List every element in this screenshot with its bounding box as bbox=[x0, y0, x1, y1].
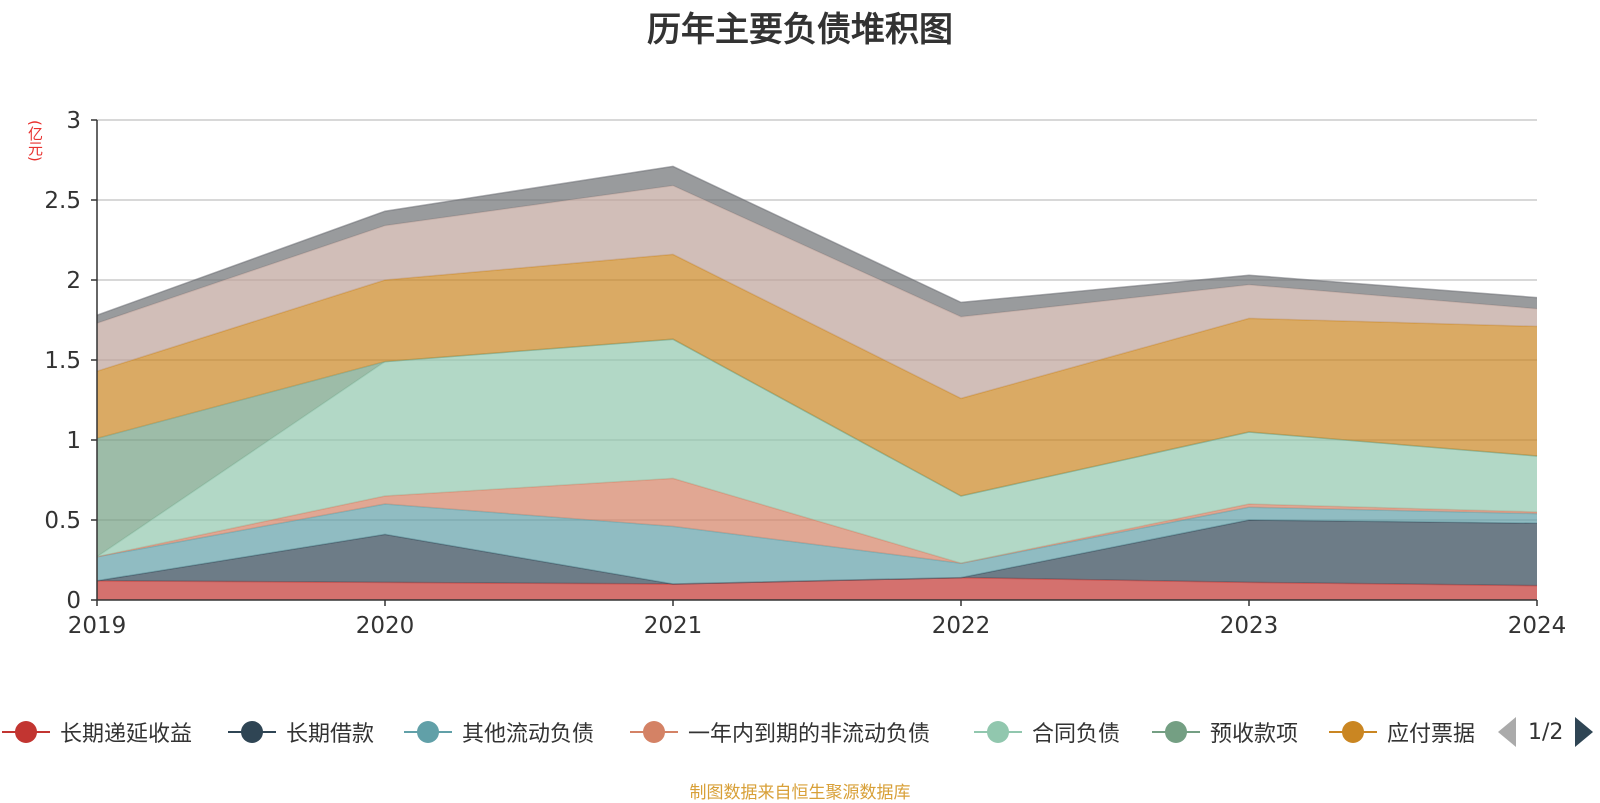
x-tick-label: 2022 bbox=[932, 613, 991, 639]
series-line-8 bbox=[96, 165, 1538, 316]
legend-marker-icon bbox=[1327, 712, 1379, 752]
y-axis-unit-label: (亿元) bbox=[26, 120, 44, 162]
plot-area: 0 0.5 1 1.5 2 2.5 3 2019 2020 2021 2022 2023 2024 bbox=[44, 108, 1566, 639]
x-tick-label: 2023 bbox=[1220, 613, 1279, 639]
y-tick-label: 2.5 bbox=[44, 188, 81, 214]
legend: 长期递延收益 长期借款 其他流动负债 一年内到期的非流动负债 合同负债 预收款项 应付票据 bbox=[0, 712, 1600, 752]
legend-item[interactable]: 合同负债 bbox=[972, 712, 1120, 752]
x-tick-label: 2020 bbox=[356, 613, 415, 639]
x-tick-label: 2024 bbox=[1508, 613, 1567, 639]
legend-item[interactable]: 其他流动负债 bbox=[402, 712, 594, 752]
chart-title: 历年主要负债堆积图 bbox=[647, 10, 953, 50]
legend-page-indicator: 1/2 bbox=[1528, 719, 1564, 745]
legend-item[interactable]: 长期递延收益 bbox=[0, 712, 192, 752]
x-tick-label: 2019 bbox=[68, 613, 127, 639]
area-series-7 bbox=[97, 185, 1537, 399]
legend-label: 预收款项 bbox=[1210, 722, 1299, 747]
source-note: 制图数据来自恒生聚源数据库 bbox=[689, 783, 911, 803]
area-series-1 bbox=[97, 520, 1537, 586]
x-tick-label: 2021 bbox=[644, 613, 703, 639]
legend-marker-icon bbox=[226, 712, 278, 752]
area-series-6 bbox=[97, 254, 1537, 496]
legend-pager: 1/2 bbox=[1498, 712, 1594, 752]
area-series-layer bbox=[96, 165, 1538, 600]
area-series-8 bbox=[97, 166, 1537, 324]
legend-label: 长期递延收益 bbox=[60, 722, 193, 747]
legend-marker-icon bbox=[972, 712, 1024, 752]
legend-item[interactable]: 长期借款 bbox=[226, 712, 374, 752]
y-tick-label: 1 bbox=[66, 428, 81, 454]
area-series-3 bbox=[97, 478, 1537, 564]
area-series-4 bbox=[97, 339, 1537, 564]
legend-item[interactable]: 一年内到期的非流动负债 bbox=[628, 712, 930, 752]
y-tick-label: 1.5 bbox=[44, 348, 81, 374]
legend-label: 应付票据 bbox=[1387, 722, 1476, 747]
legend-label: 其他流动负债 bbox=[462, 722, 595, 747]
y-tick-label: 3 bbox=[66, 108, 81, 134]
legend-marker-icon bbox=[1150, 712, 1202, 752]
axes: 0 0.5 1 1.5 2 2.5 3 2019 2020 2021 2022 2023 2024 bbox=[44, 108, 1566, 639]
legend-label: 一年内到期的非流动负债 bbox=[688, 722, 931, 747]
legend-marker-icon bbox=[628, 712, 680, 752]
legend-marker-icon bbox=[0, 712, 52, 752]
legend-label: 合同负债 bbox=[1032, 722, 1121, 747]
legend-item[interactable]: 预收款项 bbox=[1150, 712, 1298, 752]
y-tick-label: 0.5 bbox=[44, 508, 81, 534]
legend-next-page-icon[interactable] bbox=[1575, 717, 1594, 747]
y-tick-label: 0 bbox=[66, 588, 81, 614]
y-tick-label: 2 bbox=[66, 268, 81, 294]
legend-marker-icon bbox=[402, 712, 454, 752]
legend-label: 长期借款 bbox=[286, 722, 375, 747]
legend-prev-page-icon[interactable] bbox=[1498, 717, 1516, 747]
area-series-2 bbox=[97, 504, 1537, 584]
legend-item[interactable]: 应付票据 bbox=[1327, 712, 1475, 752]
